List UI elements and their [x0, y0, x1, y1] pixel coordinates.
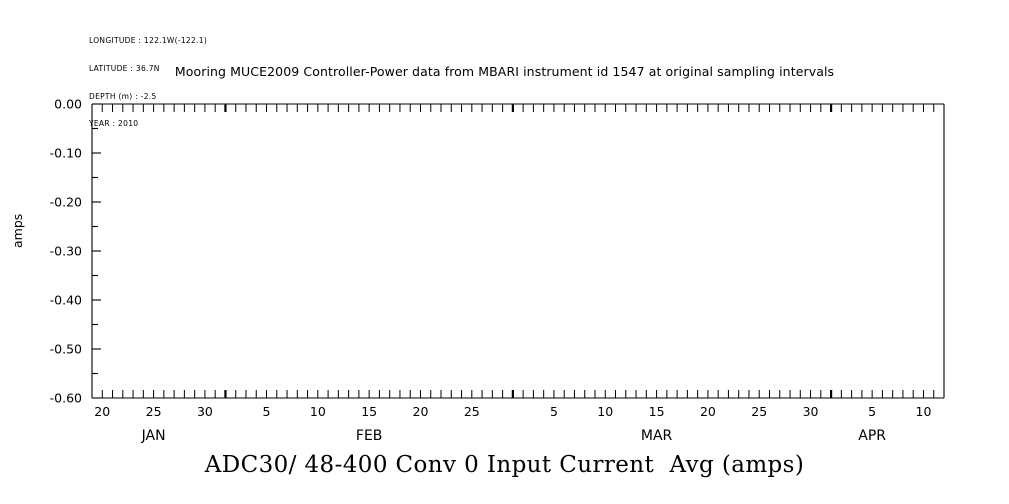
- y-tick-label: 0.00: [54, 97, 82, 112]
- month-label: MAR: [641, 428, 673, 444]
- metadata-depth: DEPTH (m) : -2.5: [89, 91, 157, 101]
- month-label: FEB: [356, 428, 383, 444]
- x-tick-label: 30: [197, 404, 213, 419]
- plot-frame: [91, 103, 945, 399]
- x-tick-label: 25: [146, 404, 162, 419]
- y-axis: 0.00 -0.10 -0.20 -0.30 -0.40 -0.50 -0.60: [50, 97, 101, 406]
- x-axis: 20 25 30 5 10 15 20 25 5 10 15 20 25 30 5 10 JAN FEB MAR AP…: [91, 104, 945, 444]
- metadata-latitude: LATITUDE : 36.7N: [89, 64, 160, 74]
- x-tick-label: 20: [700, 404, 716, 419]
- y-tick-label: -0.60: [50, 391, 82, 406]
- metadata-block: LONGITUDE : 122.1W(-122.1) LATITUDE : 36…: [89, 18, 207, 147]
- x-tick-label: 5: [550, 404, 558, 419]
- chart-title: Mooring MUCE2009 Controller-Power data f…: [174, 64, 835, 79]
- x-tick-label: 15: [361, 404, 377, 419]
- x-tick-label: 25: [751, 404, 767, 419]
- x-tick-label: 20: [413, 404, 429, 419]
- x-tick-label: 20: [94, 404, 110, 419]
- x-tick-label: 30: [803, 404, 819, 419]
- metadata-longitude: LONGITUDE : 122.1W(-122.1): [89, 36, 208, 46]
- y-tick-label: -0.30: [50, 244, 82, 259]
- y-tick-label: -0.40: [50, 293, 82, 308]
- x-tick-label: 10: [597, 404, 613, 419]
- x-tick-label: 15: [649, 404, 665, 419]
- x-tick-label: 25: [464, 404, 480, 419]
- y-tick-label: -0.10: [50, 146, 82, 161]
- y-tick-label: -0.50: [50, 342, 82, 357]
- y-tick-label: -0.20: [50, 195, 82, 210]
- x-tick-label: 10: [916, 404, 932, 419]
- x-tick-label: 5: [263, 404, 271, 419]
- plot-caption: ADC30/ 48-400 Conv 0 Input Current Avg (…: [204, 452, 805, 478]
- x-tick-label: 5: [868, 404, 876, 419]
- x-tick-label: 10: [310, 404, 326, 419]
- month-label: JAN: [141, 428, 166, 444]
- metadata-year: YEAR : 2010: [89, 119, 139, 129]
- month-label: APR: [858, 428, 886, 444]
